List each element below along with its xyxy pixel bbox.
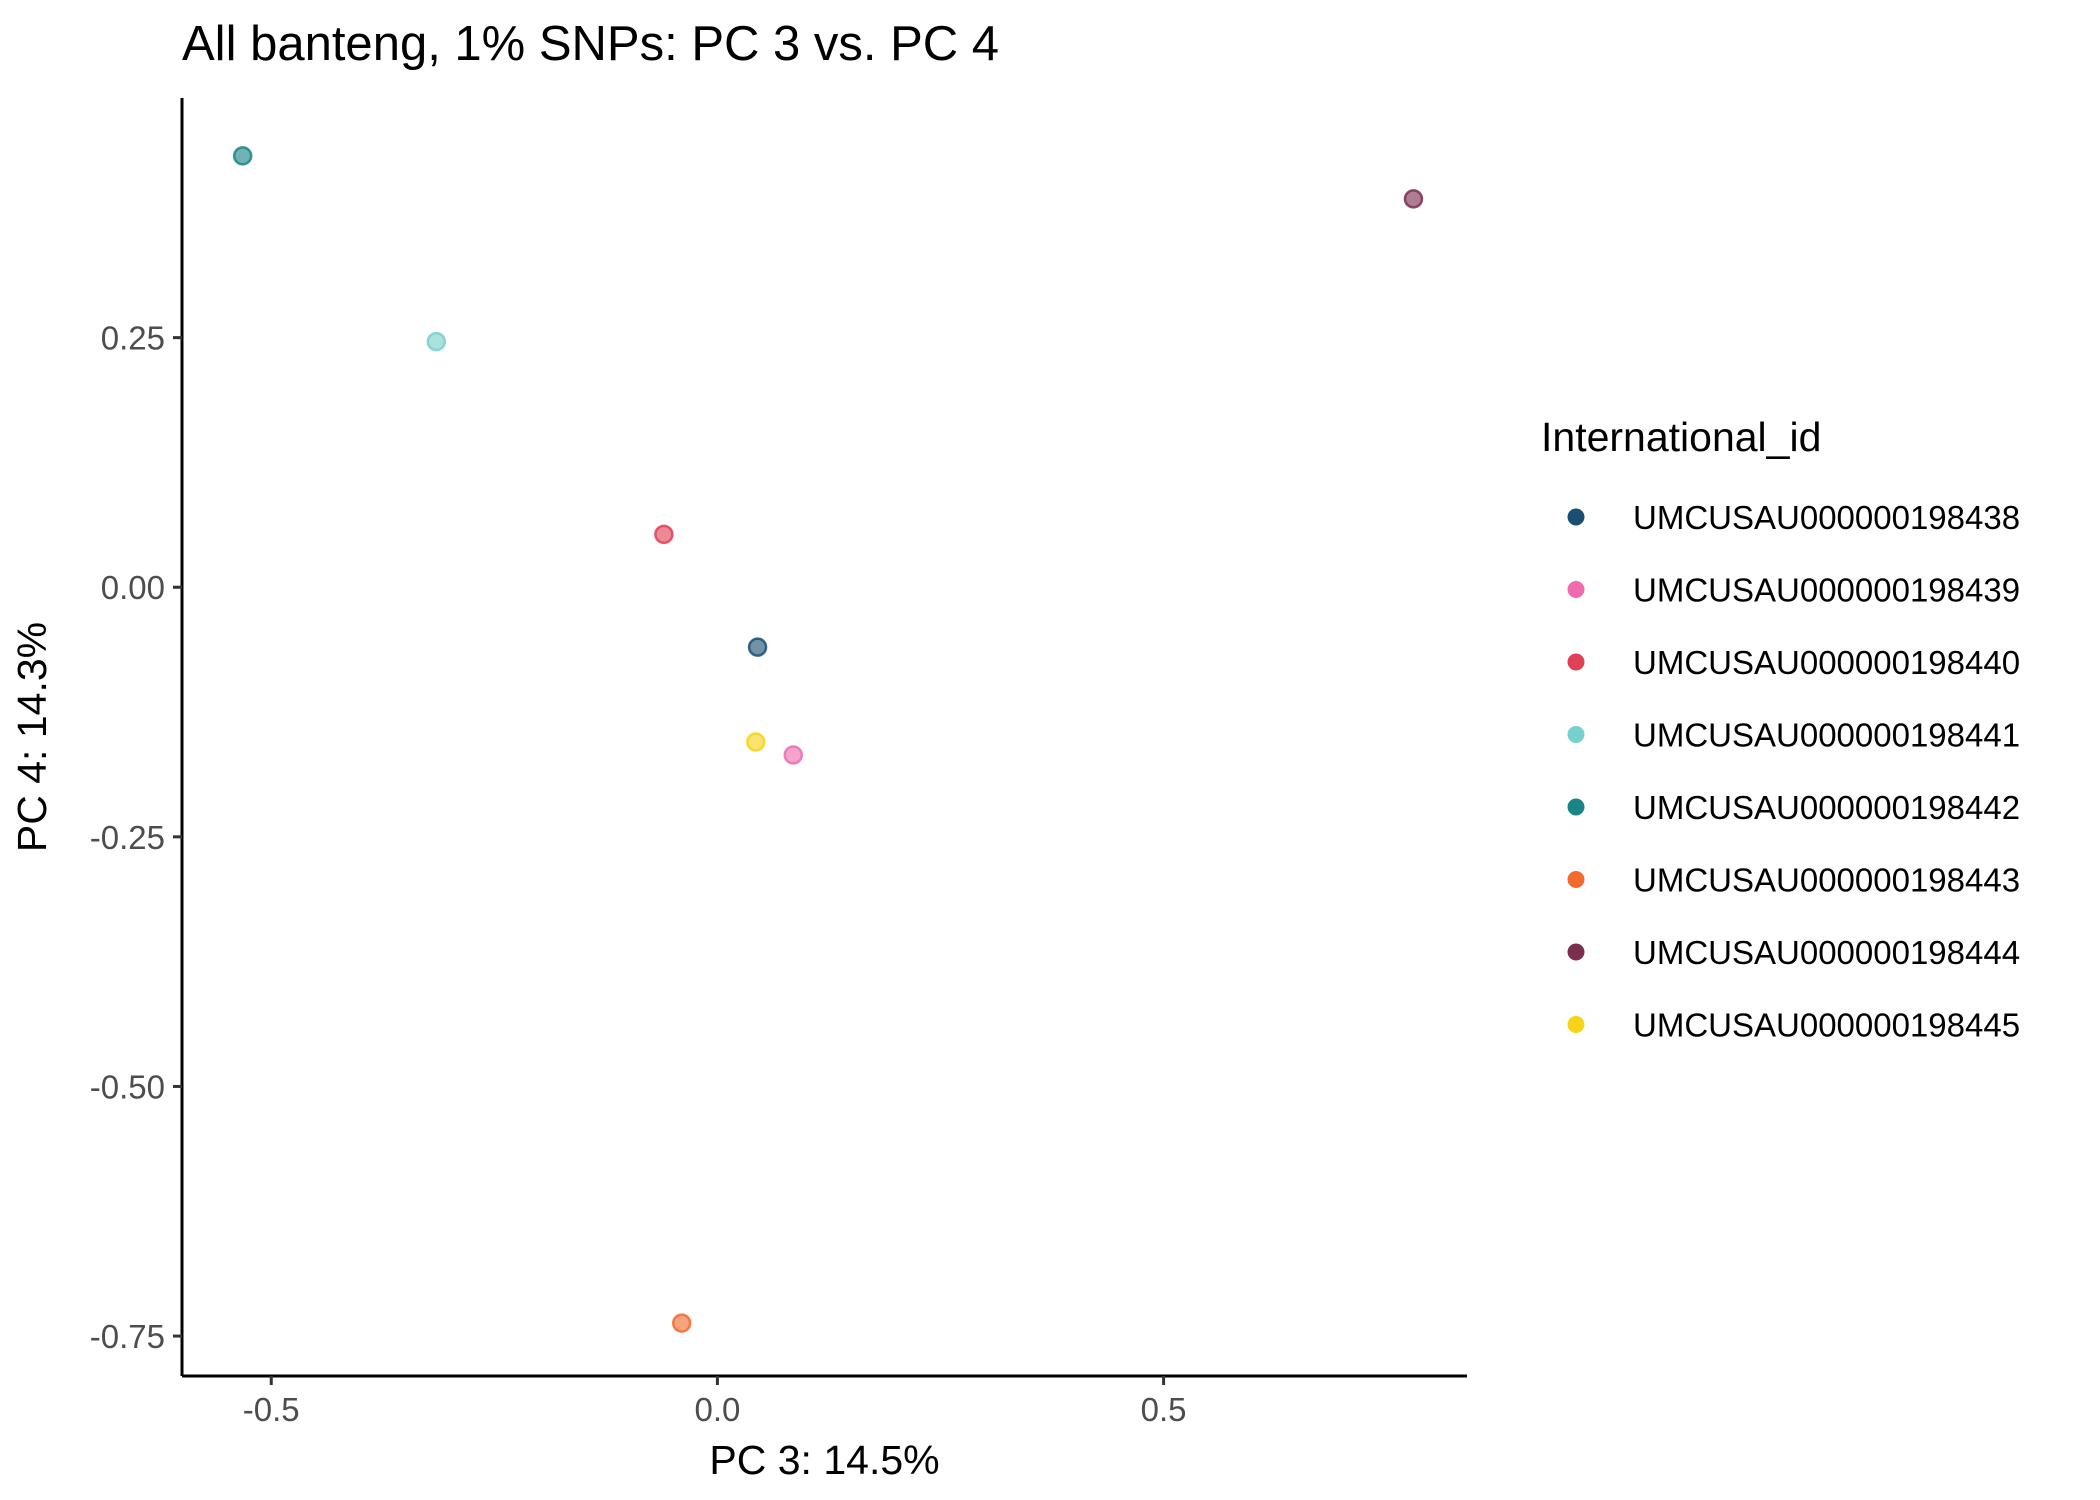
legend-key: [1567, 726, 1585, 743]
data-point: [232, 146, 253, 166]
data-point: [671, 1313, 692, 1333]
data-point: [783, 745, 804, 765]
y-tick-label: -0.75: [90, 1318, 165, 1355]
y-axis-ticks: -0.75 -0.50 -0.25 0.00 0.25: [90, 320, 182, 1355]
x-tick-label: -0.5: [243, 1391, 300, 1428]
data-point: [654, 524, 674, 545]
legend-key: [1567, 508, 1585, 526]
legend-label: UMCUSAU000000198444: [1633, 934, 2020, 971]
data-point: [1403, 189, 1424, 209]
data-point: [426, 331, 447, 352]
legend-key: [1567, 871, 1585, 888]
data-point: [747, 637, 768, 657]
legend-key: [1567, 1016, 1585, 1033]
legend: International_id UMCUSAU000000198438UMCU…: [1541, 414, 2020, 1044]
legend-label: UMCUSAU000000198442: [1633, 789, 2020, 826]
legend-label: UMCUSAU000000198441: [1633, 717, 2020, 754]
legend-label: UMCUSAU000000198439: [1633, 572, 2020, 609]
legend-key: [1567, 943, 1585, 961]
legend-label: UMCUSAU000000198443: [1633, 862, 2020, 899]
y-axis-title: PC 4: 14.3%: [9, 622, 55, 852]
data-point: [746, 732, 766, 752]
legend-items: UMCUSAU000000198438 UMCUSAU000000198439 UM…: [1567, 499, 2020, 1044]
legend-title: International_id: [1541, 414, 1821, 460]
y-tick-label: 0.25: [101, 320, 165, 357]
y-tick-label: -0.25: [90, 819, 165, 856]
y-tick-label: -0.50: [90, 1068, 165, 1105]
legend-label: UMCUSAU000000198438: [1633, 499, 2020, 536]
legend-key: [1567, 653, 1585, 671]
plot-area: -0.75 -0.50 -0.25 0.00 0.25 -0.5 0.0 0.5: [90, 98, 1467, 1428]
points-layer: [232, 146, 1424, 1333]
legend-label: UMCUSAU000000198445: [1633, 1007, 2020, 1044]
x-tick-label: 0.5: [1141, 1391, 1187, 1428]
x-axis-ticks: -0.5 0.0 0.5: [243, 1376, 1187, 1428]
x-axis-title: PC 3: 14.5%: [709, 1437, 939, 1483]
chart-title: All banteng, 1% SNPs: PC 3 vs. PC 4: [182, 17, 999, 71]
legend-key: [1567, 581, 1585, 598]
legend-key: [1567, 798, 1585, 816]
y-tick-label: 0.00: [101, 569, 165, 606]
x-tick-label: 0.0: [694, 1391, 740, 1428]
legend-label: UMCUSAU000000198440: [1633, 644, 2020, 681]
